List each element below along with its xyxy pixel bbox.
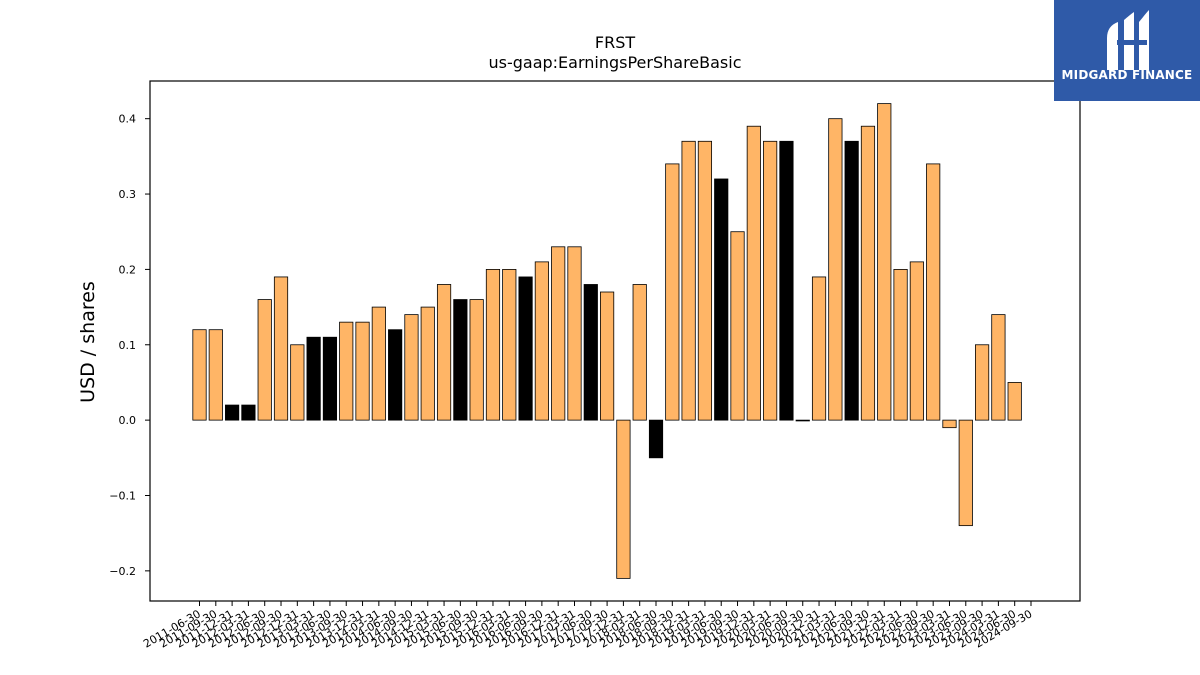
bar-2014-03-31 [371,306,386,421]
bar-2014-06-30 [388,329,403,421]
bar-2019-06-30 [714,178,729,421]
bar-2018-06-30 [648,419,664,459]
bar-2021-06-30 [844,140,859,421]
bar-2018-09-30 [665,163,680,421]
y-tick-label: −0.2 [109,565,136,578]
bar-2017-09-30 [600,291,615,421]
bar-2015-03-31 [436,284,452,421]
y-tick-label: 0.2 [119,263,137,276]
bar-2013-12-31 [355,321,370,421]
bars-group [192,103,1022,579]
y-tick-label: 0.0 [119,414,137,427]
bar-2014-09-30 [404,314,419,421]
plot-frame [149,80,1081,602]
brand-logo: MIDGARD FINANCE [1054,0,1200,101]
bar-2017-06-30 [583,284,598,421]
bar-2020-12-31 [811,276,827,421]
bar-2016-09-30 [534,261,549,421]
bar-2021-12-31 [877,103,892,421]
bar-2016-03-31 [502,269,517,421]
bar-2024-03-31 [991,314,1006,421]
bar-2018-03-31 [632,284,647,421]
bar-2019-12-31 [746,125,761,421]
bar-2016-12-31 [551,246,566,421]
bar-2015-12-31 [485,269,501,421]
bar-2023-03-31 [942,419,957,429]
y-tick-label: 0.1 [119,339,137,352]
chart-title: FRST [595,33,635,52]
y-axis-ticks: −0.2 −0.1 0.0 0.1 0.2 0.3 0.4 [109,113,150,578]
bar-2013-03-31 [306,336,321,421]
chart-subtitle: us-gaap:EarningsPerShareBasic [488,53,741,72]
bar-2022-09-30 [926,163,941,421]
bar-2017-03-31 [567,246,582,421]
bar-2013-09-30 [339,321,354,421]
y-tick-label: 0.4 [119,113,137,126]
bar-2020-03-31 [763,140,778,421]
x-axis-ticks: 2011-06-302011-09-302011-12-312012-03-31… [141,601,1035,651]
bar-2015-09-30 [469,299,484,421]
bar-2012-12-31 [290,344,305,421]
bar-2024-06-30 [1007,382,1022,421]
y-axis-label: USD / shares [77,281,99,403]
bar-2022-06-30 [909,261,924,421]
bar-2014-12-31 [420,306,435,421]
bar-2016-06-30 [518,276,533,421]
bar-2015-06-30 [453,299,468,421]
bar-2012-06-30 [257,299,272,421]
logo-mark-icon [1107,10,1149,70]
bar-2013-06-30 [322,336,338,421]
logo-text: MIDGARD FINANCE [1061,68,1193,82]
bar-2023-06-30 [958,419,973,527]
y-tick-label: 0.3 [119,188,137,201]
bar-2011-06-30 [192,329,207,421]
bar-2023-09-30 [975,344,990,421]
bar-2012-09-30 [273,276,289,421]
bar-2021-03-31 [828,118,843,421]
y-tick-label: −0.1 [109,489,136,502]
bar-2019-09-30 [730,231,745,421]
bar-2017-12-31 [616,419,631,579]
bar-2020-09-30 [795,419,810,422]
bar-2022-03-31 [893,269,908,421]
bar-2021-09-30 [860,125,876,421]
bar-2020-06-30 [779,140,794,421]
bar-2018-12-31 [681,140,696,421]
bar-2011-09-30 [208,329,223,421]
bar-2019-03-31 [697,140,713,421]
bar-2011-12-31 [225,404,240,421]
bar-2012-03-31 [241,404,256,421]
